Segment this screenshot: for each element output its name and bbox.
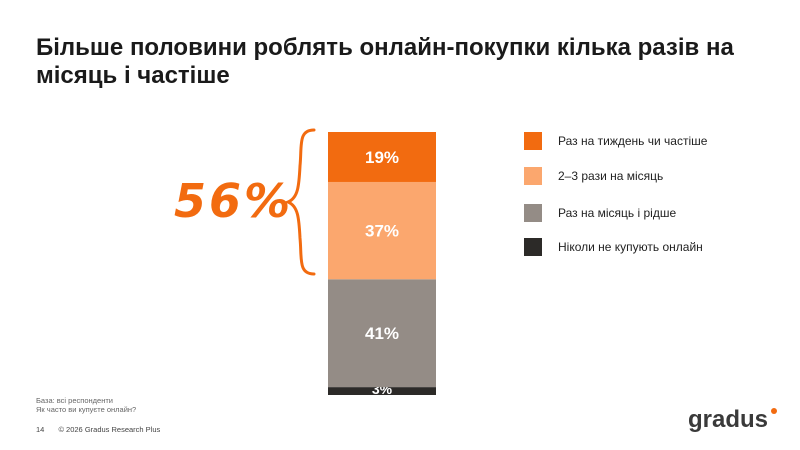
legend-label: Раз на тиждень чи частіше [558, 134, 708, 148]
bar-segment [328, 387, 436, 395]
data-label: 41% [365, 324, 399, 343]
footnote-question: Як часто ви купуєте онлайн? [36, 405, 137, 414]
legend-item: Раз на місяць і рідше [524, 202, 784, 224]
legend-label: Раз на місяць і рідше [558, 206, 677, 220]
legend-swatch [524, 167, 542, 185]
bar-segment [328, 279, 436, 388]
gradus-logo: gradus [688, 406, 778, 434]
copyright: © 2026 Gradus Research Plus [58, 425, 161, 434]
legend-swatch [524, 132, 542, 150]
bar-segment [328, 132, 436, 182]
legend-label: 2–3 рази на місяць [558, 169, 664, 183]
logo-text: gradus [688, 406, 769, 433]
highlight-percentage: 56% [174, 174, 294, 228]
footnote: База: всі респонденти Як часто ви купуєт… [36, 396, 136, 414]
logo-dot-icon [771, 408, 778, 414]
data-label: 37% [365, 222, 399, 241]
bar-stack: 3%41%37%19% [328, 132, 436, 397]
legend-swatch [524, 238, 542, 256]
legend-item: Ніколи не купують онлайн [524, 236, 784, 258]
legend-label: Ніколи не купують онлайн [558, 240, 703, 254]
legend-swatch [524, 204, 542, 222]
bar-segment [328, 181, 436, 280]
legend-item: Раз на тиждень чи частіше [524, 130, 784, 152]
curly-brace-icon [284, 128, 316, 276]
footer: 14 © 2026 Gradus Research Plus [36, 425, 160, 434]
footnote-base: База: всі респонденти [36, 396, 113, 405]
page-number: 14 [36, 425, 45, 434]
slide-title: Більше половини роблять онлайн-покупки к… [36, 34, 734, 89]
legend-item: 2–3 рази на місяць [524, 165, 784, 187]
data-label: 19% [365, 148, 399, 167]
